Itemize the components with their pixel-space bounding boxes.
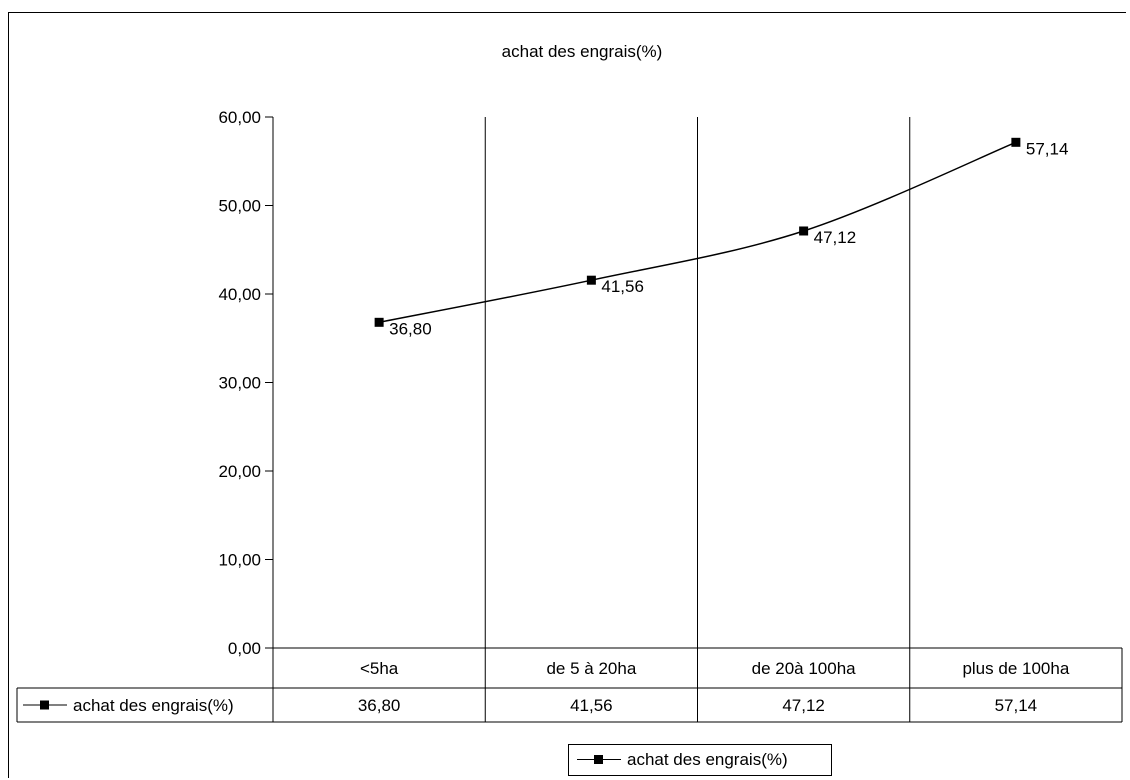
plot-area: 0,00 10,00 20,00 30,00 40,00 50,00 60,00 36,80 4… xyxy=(218,108,1068,722)
table-value-cell: 41,56 xyxy=(570,696,613,715)
y-tick-label: 30,00 xyxy=(218,374,261,393)
y-tick-label: 0,00 xyxy=(228,639,261,658)
table-header-cell: <5ha xyxy=(360,659,399,678)
y-tick-label: 20,00 xyxy=(218,462,261,481)
legend-line-square-marker xyxy=(577,753,621,767)
data-point-marker xyxy=(586,275,596,285)
data-label: 41,56 xyxy=(601,277,644,296)
data-label: 47,12 xyxy=(814,228,857,247)
y-tick-label: 50,00 xyxy=(218,197,261,216)
table-value-cell: 57,14 xyxy=(995,696,1038,715)
data-label: 36,80 xyxy=(389,319,432,338)
data-point-marker xyxy=(799,226,809,236)
data-point-marker xyxy=(374,317,384,327)
table-value-cell: 36,80 xyxy=(358,696,401,715)
legend-label: achat des engrais(%) xyxy=(627,750,788,769)
data-label: 57,14 xyxy=(1026,139,1069,158)
series-line xyxy=(378,141,1017,324)
chart-frame xyxy=(8,12,1126,778)
y-tick-label: 60,00 xyxy=(218,108,261,127)
data-table: <5ha 36,80 de 5 à 20ha 41,56 de 20à 100ha 47,… xyxy=(16,647,1123,723)
y-tick-label: 40,00 xyxy=(218,285,261,304)
table-header-cell: plus de 100ha xyxy=(962,659,1069,678)
data-point-marker xyxy=(1011,137,1021,147)
table-row-header: achat des engrais(%) xyxy=(73,696,234,715)
table-legend-key-marker xyxy=(40,700,49,710)
chart-title: achat des engrais(%) xyxy=(502,42,663,61)
table-header-cell: de 20à 100ha xyxy=(752,659,857,678)
y-tick-label: 10,00 xyxy=(218,551,261,570)
table-value-cell: 47,12 xyxy=(782,696,825,715)
legend: achat des engrais(%) xyxy=(568,744,832,776)
table-header-cell: de 5 à 20ha xyxy=(546,659,636,678)
